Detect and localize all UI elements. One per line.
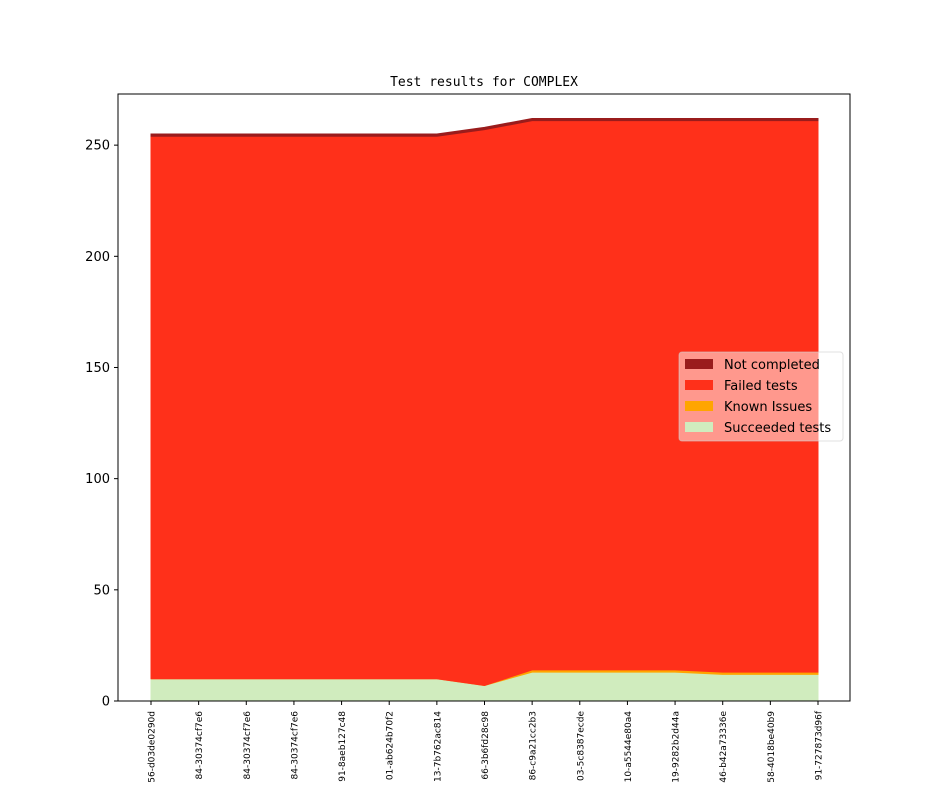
- legend: Not completed Failed tests Known Issues Suc…: [678, 351, 844, 442]
- x-tick-label: 66-3b6fd28c98: [481, 711, 491, 780]
- area-series-not-completed: [150, 117, 819, 137]
- y-tick-label: 200: [85, 250, 110, 265]
- x-tick-label: 46-b42a73336e: [719, 711, 729, 783]
- y-tick-label: 100: [85, 472, 110, 487]
- y-tick-label: 150: [85, 361, 110, 376]
- x-tick-label: 19-9282b2d44a: [672, 711, 682, 783]
- legend-swatch-known-issues: [685, 401, 713, 411]
- x-tick-label: 91-727873d96f: [815, 710, 825, 780]
- x-tick-label: 91-8aeb127c48: [338, 711, 348, 782]
- legend-swatch-succeeded-tests: [685, 422, 713, 432]
- y-tick-label: 50: [93, 583, 110, 598]
- chart-title: Test results for COMPLEX: [390, 75, 578, 90]
- legend-label-failed-tests: Failed tests: [724, 379, 798, 394]
- legend-swatch-failed-tests: [685, 380, 713, 390]
- x-tick-label: 10-a5544e80a4: [624, 711, 634, 783]
- x-tick-label: 84-30374cf7e6: [290, 711, 300, 780]
- axes: 0 50 100 150 200 250 56-d03de0290d 84-30374cf7e…: [85, 139, 824, 783]
- legend-swatch-not-completed: [685, 359, 713, 369]
- x-tick-label: 03-5c8387ecde: [576, 711, 586, 781]
- legend-label-known-issues: Known Issues: [724, 400, 812, 415]
- y-tick-label: 0: [102, 695, 110, 710]
- x-tick-label: 84-30374cf7e6: [195, 711, 205, 780]
- legend-box: [678, 351, 844, 442]
- x-tick-label: 56-d03de0290d: [148, 711, 158, 783]
- x-tick-label: 84-30374cf7e6: [243, 711, 253, 780]
- legend-label-not-completed: Not completed: [724, 358, 820, 373]
- y-tick-label: 250: [85, 139, 110, 154]
- legend-label-succeeded-tests: Succeeded tests: [724, 421, 831, 436]
- x-tick-label: 86-c9a21cc2b3: [529, 711, 539, 780]
- x-tick-label: 58-4018be40b9: [767, 711, 777, 783]
- x-tick-label: 13-7b762ac814: [433, 711, 443, 782]
- x-tick-label: 01-ab624b70f2: [386, 711, 396, 780]
